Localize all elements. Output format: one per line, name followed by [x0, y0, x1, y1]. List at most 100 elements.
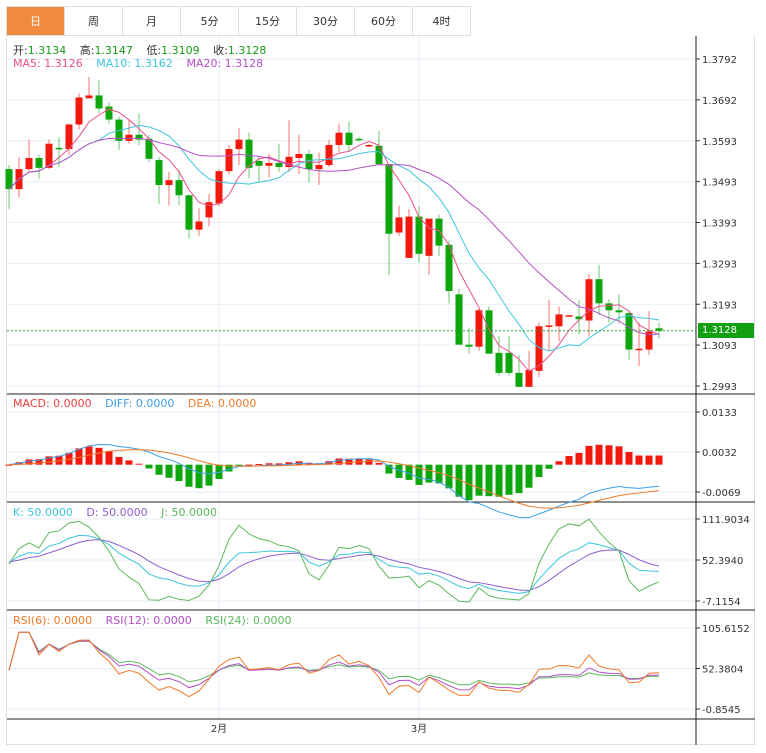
candle-body — [135, 134, 143, 140]
rsi12-value: RSI(12): 0.0000 — [105, 614, 192, 627]
rsi12-line — [8, 631, 660, 691]
price-axis-label: 1.3293 — [702, 259, 737, 270]
low-value: 1.3109 — [161, 44, 200, 57]
candle-body — [75, 97, 83, 125]
tab-3[interactable]: 5分 — [181, 7, 239, 36]
rsi6-line — [8, 631, 660, 698]
price-axis-label: 1.3193 — [702, 300, 737, 311]
macd-bar — [215, 464, 223, 480]
price-axis-label: 1.2993 — [702, 382, 737, 393]
tab-5[interactable]: 30分 — [297, 7, 355, 36]
candle-body — [505, 352, 513, 373]
macd-bar — [635, 455, 643, 465]
macd-bar — [325, 461, 333, 465]
macd-bar — [375, 462, 383, 465]
macd-bar — [25, 459, 33, 465]
macd-bar — [5, 464, 13, 466]
candle — [355, 136, 363, 141]
candle — [525, 350, 533, 387]
macd-bar — [545, 464, 553, 469]
candle — [395, 205, 403, 236]
tab-2[interactable]: 月 — [123, 7, 181, 36]
candle-body — [255, 160, 263, 166]
macd-bar — [555, 461, 563, 465]
candle — [615, 294, 623, 324]
candle — [465, 327, 473, 354]
macd-bar — [595, 444, 603, 465]
candle-body — [575, 316, 583, 320]
kdj-header: K: 50.0000 D: 50.0000 J: 50.0000 — [13, 506, 227, 519]
kdj-axis-label: 52.3940 — [702, 556, 743, 567]
macd-bar — [105, 451, 113, 465]
macd-bar — [135, 463, 143, 465]
candle — [455, 289, 463, 345]
candle — [115, 116, 123, 150]
candle — [45, 139, 53, 170]
candle — [125, 119, 133, 144]
candle — [335, 123, 343, 152]
candle — [505, 335, 513, 376]
macd-bar — [195, 464, 203, 489]
candle-body — [235, 139, 243, 150]
macd-bar — [205, 464, 213, 486]
ma10-value: MA10: 1.3162 — [96, 57, 173, 70]
tab-4[interactable]: 15分 — [239, 7, 297, 36]
candle-body — [345, 132, 353, 145]
macd-bar — [155, 464, 163, 475]
candle — [185, 194, 193, 239]
candle-body — [5, 169, 13, 190]
candle-body — [275, 162, 283, 168]
candle — [255, 156, 263, 183]
candle — [635, 322, 643, 366]
candle — [175, 169, 183, 206]
tab-6[interactable]: 60分 — [355, 7, 413, 36]
macd-value: MACD: 0.0000 — [13, 397, 92, 410]
candle-body — [205, 202, 213, 218]
candle-body — [615, 310, 623, 313]
macd-header: MACD: 0.0000 DIFF: 0.0000 DEA: 0.0000 — [13, 397, 266, 410]
rsi-header: RSI(6): 0.0000 RSI(12): 0.0000 RSI(24): … — [13, 614, 301, 627]
candle — [385, 164, 393, 276]
price-axis-label: 1.3792 — [702, 55, 737, 66]
tab-1[interactable]: 周 — [65, 7, 123, 36]
macd-bar — [515, 464, 523, 494]
macd-axis-label: -0.0069 — [702, 488, 741, 499]
candle-body — [515, 372, 523, 387]
macd-bar — [465, 464, 473, 501]
close-label: 收: — [213, 44, 228, 57]
candle-body — [325, 144, 333, 165]
candle — [25, 139, 33, 172]
candle — [405, 209, 413, 258]
rsi6-value: RSI(6): 0.0000 — [13, 614, 93, 627]
macd-bar — [495, 464, 503, 497]
candle-body — [105, 106, 113, 120]
candle-body — [245, 139, 253, 168]
candle-body — [155, 160, 163, 186]
candle-body — [355, 138, 363, 141]
candle — [365, 143, 373, 147]
candle-body — [435, 218, 443, 246]
candle-body — [475, 310, 483, 347]
macd-bar — [365, 459, 373, 465]
candle-body — [425, 218, 433, 256]
kdj-axis-label: 111.9034 — [702, 515, 750, 526]
macd-bar — [575, 452, 583, 465]
macd-bar — [535, 464, 543, 478]
k-value: K: 50.0000 — [13, 506, 73, 519]
candle-body — [125, 134, 133, 141]
macd-bar — [485, 464, 493, 497]
dea-line — [8, 449, 660, 509]
candle-body — [335, 132, 343, 145]
tab-0[interactable]: 日 — [7, 7, 65, 36]
macd-bar — [615, 446, 623, 465]
tab-7[interactable]: 4时 — [413, 7, 471, 36]
candle-body — [175, 180, 183, 196]
rsi-axis-label: 105.6152 — [702, 624, 750, 635]
rsi-axis-label: -0.8545 — [702, 705, 741, 716]
candle-body — [415, 216, 423, 254]
candle-body — [445, 244, 453, 292]
macd-bar — [65, 452, 73, 465]
candle — [645, 311, 653, 355]
macd-bar — [75, 448, 83, 465]
